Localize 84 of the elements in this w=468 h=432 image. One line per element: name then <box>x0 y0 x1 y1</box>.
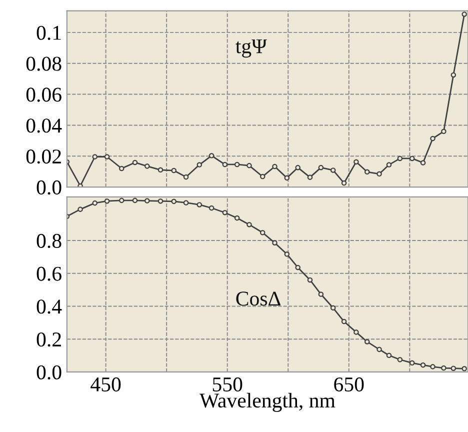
point <box>183 174 189 180</box>
point <box>430 136 436 142</box>
y-tick-label: 0.6 <box>36 266 62 281</box>
text: tgΨ <box>236 39 267 58</box>
point <box>260 174 266 180</box>
point <box>144 198 150 204</box>
point <box>354 330 359 335</box>
point <box>441 365 446 371</box>
point <box>171 198 177 204</box>
point <box>430 364 436 370</box>
y-tick-label: 0.8 <box>36 234 62 248</box>
point <box>409 156 415 162</box>
y-tick-label: 0.2 <box>36 332 61 347</box>
y-tick-label: 0.02 <box>26 150 61 164</box>
point <box>132 198 138 204</box>
point <box>295 164 300 170</box>
point <box>376 171 382 177</box>
point <box>171 168 177 174</box>
point <box>450 366 456 371</box>
y-tick-label: 0.08 <box>26 56 62 71</box>
point <box>260 230 266 236</box>
y-tick-label: 0.04 <box>26 118 62 133</box>
point <box>208 153 214 158</box>
point <box>420 160 426 166</box>
point <box>222 210 228 216</box>
y-tick-label: 0.1 <box>36 26 61 40</box>
point <box>246 162 252 168</box>
point <box>158 198 164 204</box>
series-label: CosΔ <box>236 292 280 306</box>
point <box>196 162 202 168</box>
point <box>330 305 336 311</box>
point <box>158 167 164 173</box>
point <box>397 356 403 362</box>
point <box>92 154 98 160</box>
line-series <box>66 12 467 188</box>
point <box>222 162 228 168</box>
point <box>462 366 467 372</box>
point <box>272 164 278 170</box>
point <box>104 198 110 204</box>
x-tick-label: 550 <box>212 377 242 392</box>
point <box>307 174 313 180</box>
point <box>284 175 290 181</box>
point <box>318 164 324 170</box>
point <box>364 169 370 175</box>
y-tick-label: 0.4 <box>36 300 62 314</box>
point <box>307 277 313 283</box>
point <box>295 264 300 270</box>
point <box>272 240 278 246</box>
x-tick-label: 650 <box>334 377 364 392</box>
point <box>104 154 110 160</box>
y-tick-label: 0.0 <box>36 365 62 380</box>
point <box>341 180 347 186</box>
point <box>420 362 426 368</box>
point <box>144 164 150 169</box>
x-tick-label: 450 <box>90 377 121 392</box>
y-tick-label: 0.06 <box>26 88 62 102</box>
point <box>386 162 392 168</box>
point <box>118 198 124 204</box>
point <box>364 339 370 344</box>
point <box>341 318 347 324</box>
point <box>409 360 415 366</box>
point <box>196 202 202 208</box>
point <box>376 346 382 352</box>
point <box>234 162 240 168</box>
point <box>78 206 83 212</box>
point <box>462 12 467 17</box>
point <box>397 156 403 162</box>
point <box>386 352 392 358</box>
point <box>234 215 240 221</box>
point <box>284 252 290 257</box>
y-tick-label: 0.0 <box>36 180 62 195</box>
point <box>330 168 336 173</box>
point <box>246 222 252 228</box>
point <box>441 128 446 134</box>
point <box>450 72 456 78</box>
point <box>132 160 138 166</box>
line-series <box>66 198 467 372</box>
point <box>354 159 359 164</box>
point <box>183 200 189 206</box>
point <box>92 200 98 206</box>
point <box>208 205 214 211</box>
point <box>118 166 124 172</box>
point <box>318 292 324 297</box>
x-axis-title: Wavelength, nm <box>199 392 336 412</box>
